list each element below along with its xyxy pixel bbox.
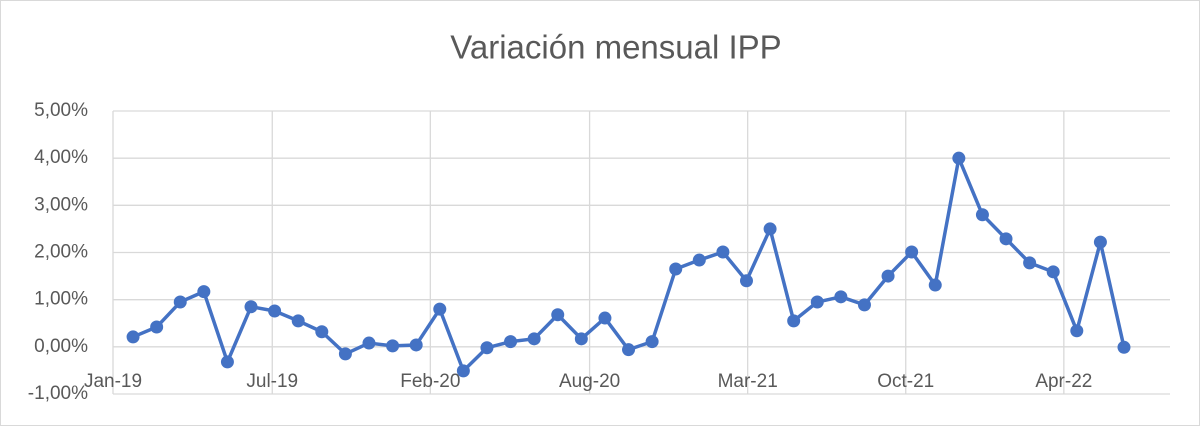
data-point	[834, 290, 848, 304]
data-point	[362, 336, 376, 350]
data-point	[622, 343, 636, 357]
data-point	[480, 341, 494, 355]
data-point	[338, 347, 352, 361]
data-point	[197, 285, 211, 299]
data-point	[1046, 265, 1060, 279]
data-point	[952, 151, 966, 165]
data-point	[787, 314, 801, 328]
data-point	[551, 308, 565, 322]
y-tick-label: 5,00%	[34, 100, 88, 121]
data-point	[1023, 256, 1037, 270]
y-tick-label: 0,00%	[34, 336, 88, 357]
y-tick-label: 1,00%	[34, 289, 88, 310]
data-point	[386, 339, 400, 353]
y-tick-label: 3,00%	[34, 194, 88, 215]
x-tick-label: Oct-21	[877, 371, 934, 392]
data-point	[857, 298, 871, 312]
x-tick-label: Jul-19	[246, 371, 298, 392]
x-tick-label: Feb-20	[400, 371, 460, 392]
y-tick-label: -1,00%	[28, 383, 88, 404]
data-point	[763, 222, 777, 236]
data-point	[315, 325, 329, 339]
data-point	[716, 245, 730, 259]
x-tick-label: Aug-20	[559, 371, 620, 392]
data-point	[126, 330, 140, 344]
data-point	[669, 262, 683, 276]
chart-title: Variación mensual IPP	[450, 29, 781, 66]
data-point	[598, 311, 612, 325]
data-point	[409, 338, 423, 352]
data-point	[173, 295, 187, 309]
data-point	[244, 300, 258, 314]
data-point	[574, 332, 588, 346]
data-point	[810, 295, 824, 309]
data-point	[881, 269, 895, 283]
data-point	[291, 314, 305, 328]
data-point	[739, 274, 753, 288]
y-tick-label: 4,00%	[34, 147, 88, 168]
y-tick-label: 2,00%	[34, 242, 88, 263]
data-point	[645, 335, 659, 349]
data-point	[999, 232, 1013, 246]
data-point	[268, 304, 282, 318]
x-tick-label: Jan-19	[84, 371, 142, 392]
data-point	[1070, 324, 1084, 338]
data-point	[692, 253, 706, 267]
data-point	[504, 335, 518, 349]
x-tick-label: Mar-21	[718, 371, 778, 392]
data-point	[1093, 235, 1107, 249]
data-point	[975, 208, 989, 222]
data-point	[527, 332, 541, 346]
data-point	[220, 355, 234, 369]
x-tick-label: Apr-22	[1035, 371, 1092, 392]
data-point	[456, 364, 470, 378]
data-point	[928, 278, 942, 292]
data-point	[433, 302, 447, 316]
data-point	[905, 245, 919, 259]
data-point	[150, 320, 164, 334]
data-point	[1117, 340, 1131, 354]
